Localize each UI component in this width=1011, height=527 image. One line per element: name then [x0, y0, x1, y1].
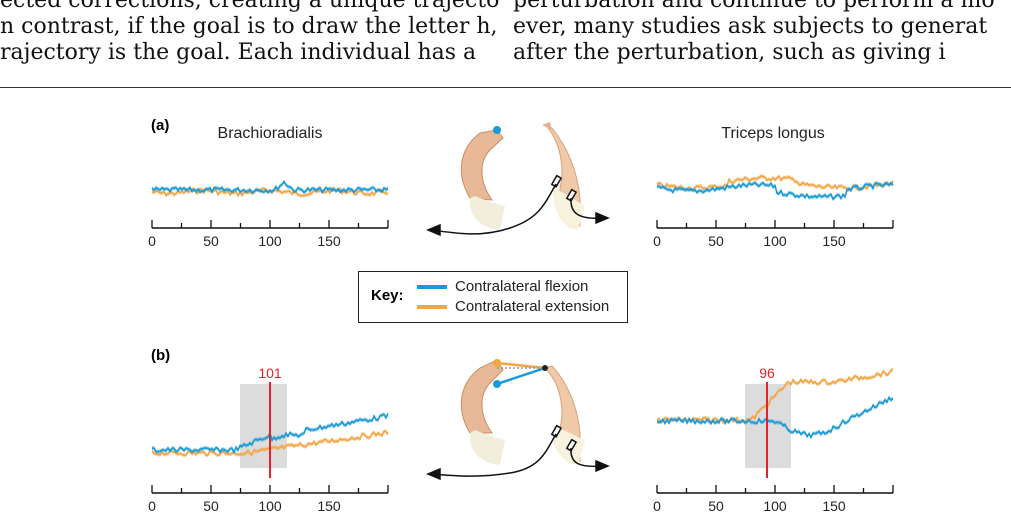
tick-label: 0: [653, 498, 661, 514]
triceps-title: Triceps longus: [721, 125, 824, 142]
marker-label-right: 96: [759, 365, 775, 381]
text-line: n contrast, if the goal is to draw the l…: [0, 14, 498, 39]
body-text-right-column: perturbation and continue to perform a m…: [513, 0, 1011, 66]
arm-illustration-b: [460, 359, 585, 465]
tick-label: 50: [708, 498, 724, 514]
tick-label: 100: [763, 498, 787, 514]
panel-b-label: (b): [151, 347, 170, 364]
emg-figure: (a) (b) Brachioradialis Triceps longus 1…: [148, 117, 894, 514]
trace-a-left-flexion: [151, 180, 389, 194]
key-label: Key:: [371, 287, 404, 304]
text-line: ever, many studies ask subjects to gener…: [513, 14, 988, 39]
wiring-b: [426, 424, 610, 481]
arm-illustration-a: [460, 122, 585, 230]
tick-label: 50: [203, 233, 219, 249]
key-item-flexion: Contralateral flexion: [455, 278, 589, 295]
text-line: after the perturbation, such as giving i: [513, 40, 946, 65]
axis-b-left: 0 50 100 150: [148, 485, 389, 514]
tick-label: 50: [203, 498, 219, 514]
trace-a-right-flexion: [656, 181, 894, 201]
tick-label: 0: [653, 233, 661, 249]
axis-a-left: 0 50 100 150: [148, 220, 389, 249]
trace-b-right-extension: [656, 368, 894, 424]
body-text-left-column: ected corrections, creating a unique tra…: [0, 0, 500, 66]
extension-swatch: [417, 305, 447, 309]
brachioradialis-title: Brachioradialis: [218, 125, 323, 142]
text-line: ected corrections, creating a unique tra…: [0, 0, 500, 13]
key-item-extension: Contralateral extension: [455, 298, 610, 315]
trace-b-right-flexion: [656, 395, 894, 439]
panel-a-label: (a): [151, 117, 169, 134]
tick-label: 50: [708, 233, 724, 249]
text-line: rajectory is the goal. Each individual h…: [0, 40, 477, 65]
figure-top-rule: [0, 87, 1011, 88]
text-line: perturbation and continue to perform a m…: [513, 0, 995, 13]
tick-label: 100: [258, 498, 282, 514]
wiring-a: [426, 174, 610, 237]
axis-b-right: 0 50 100 150: [653, 485, 894, 514]
tick-label: 150: [317, 233, 341, 249]
tick-label: 100: [258, 233, 282, 249]
trace-b-right-flexion-band: [657, 395, 893, 440]
window-shade-left: [240, 384, 287, 468]
marker-label-left: 101: [258, 365, 282, 381]
tick-label: 0: [148, 233, 156, 249]
figure-key: Key: Contralateral flexion Contralateral…: [358, 271, 628, 323]
tick-label: 0: [148, 498, 156, 514]
axis-a-right: 0 50 100 150: [653, 220, 894, 249]
tick-label: 100: [763, 233, 787, 249]
tick-label: 150: [822, 233, 846, 249]
flexion-swatch: [417, 285, 447, 289]
trace-a-right-extension: [656, 174, 894, 192]
tick-label: 150: [822, 498, 846, 514]
tick-label: 150: [317, 498, 341, 514]
